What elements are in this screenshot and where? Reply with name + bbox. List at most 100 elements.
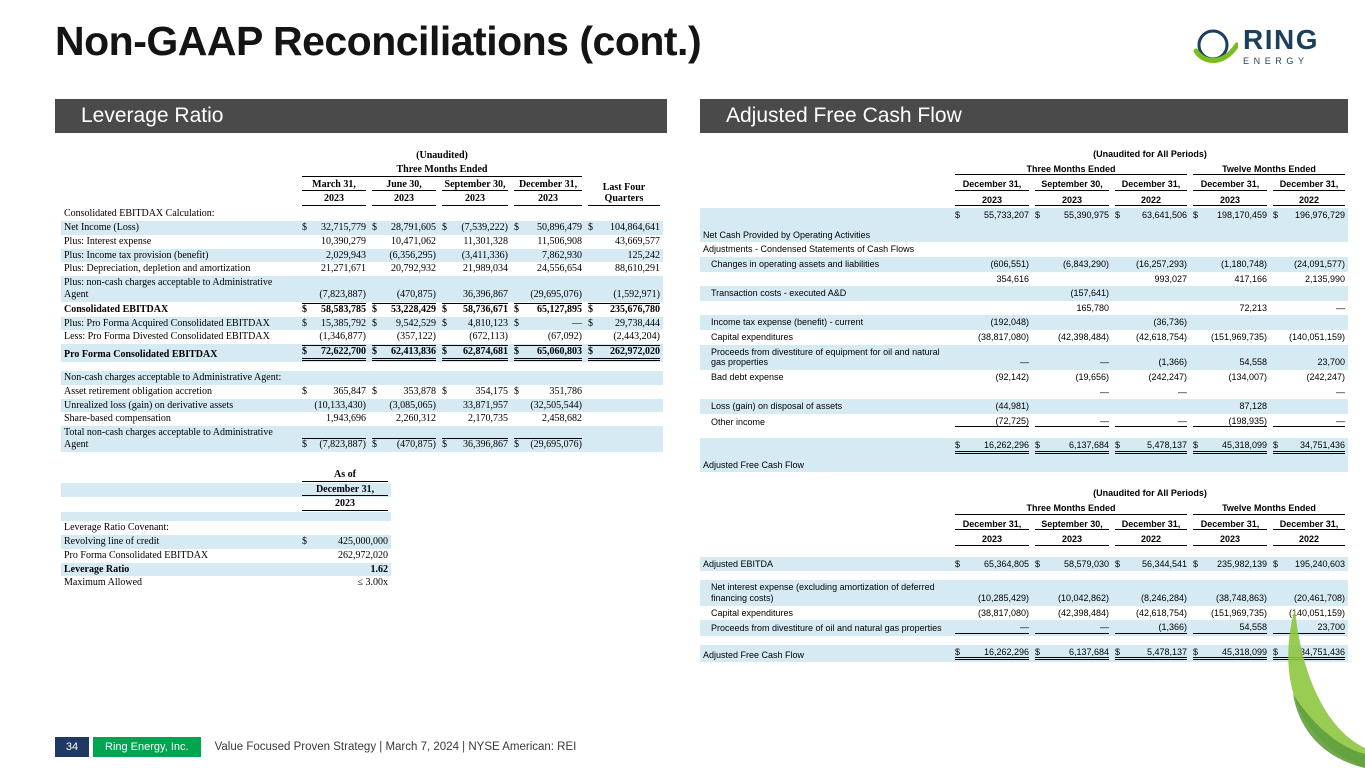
table-row: Total non-cash charges acceptable to Adm… xyxy=(61,426,663,452)
table-row: Proceeds from divestiture of equipment f… xyxy=(700,344,1349,370)
table-cell xyxy=(585,362,663,371)
column-header: Three Months Ended xyxy=(299,163,585,178)
table-cell: 417,166 xyxy=(1234,273,1267,284)
table-cell: (157,641) xyxy=(1032,286,1112,301)
table-cell: 2,170,735 xyxy=(468,413,508,425)
table-cell xyxy=(369,370,439,385)
table-row: 354,616 993,027 417,166 2,135,990 xyxy=(700,272,1348,287)
table-cell: (32,505,544) xyxy=(511,398,585,413)
row-label: Capital expenditures xyxy=(711,607,794,618)
table-row: Bad debt expense (92,142) (19,656) (242,247… xyxy=(700,370,1348,385)
ring-logo-mark-icon xyxy=(1193,29,1238,63)
column-header xyxy=(61,482,299,498)
table-row: Leverage Ratio 1.62 xyxy=(61,562,391,577)
table-cell: (140,051,159) xyxy=(1288,607,1346,618)
table-cell: $198,170,459 xyxy=(1190,208,1270,243)
column-header xyxy=(61,497,299,512)
column-header xyxy=(61,163,299,178)
row-label xyxy=(61,512,299,522)
table-cell: 23,700 xyxy=(1270,344,1349,370)
column-header: 2023 xyxy=(439,192,511,207)
table-cell: 354,616 xyxy=(996,273,1029,284)
table-cell xyxy=(299,512,391,522)
table-cell xyxy=(1190,571,1270,580)
table-cell: $104,864,641 xyxy=(585,220,663,235)
table-row xyxy=(700,571,1348,580)
table-row: 165,780 72,213 — xyxy=(700,301,1348,316)
table-cell: $53,228,429 xyxy=(372,302,436,315)
column-header: Twelve Months Ended xyxy=(1190,162,1348,178)
table-cell: (6,843,290) xyxy=(1032,257,1112,272)
table-cell: 43,669,577 xyxy=(615,235,660,247)
table-cell xyxy=(1270,399,1349,414)
table-cell: 21,989,034 xyxy=(463,263,508,275)
table-cell: (42,618,754) xyxy=(1135,607,1187,618)
table-cell: (19,656) xyxy=(1075,371,1109,382)
table-row: Adjusted Free Cash Flow $16,262,296 $6,137… xyxy=(700,438,1349,473)
column-header: December 31, xyxy=(1270,517,1348,533)
table-cell: (38,817,080) xyxy=(977,607,1029,618)
table-row xyxy=(61,362,663,371)
table-cell xyxy=(1270,429,1348,438)
table-cell: — xyxy=(1336,386,1346,397)
table-row xyxy=(700,429,1348,438)
table-cell: 125,242 xyxy=(585,248,663,263)
table-row: Capital expenditures (38,817,080) (42,398,… xyxy=(700,606,1348,621)
table-cell: (36,736) xyxy=(1112,315,1190,331)
adjusted-ebitda-table: (Unaudited for All Periods) Three Months … xyxy=(700,486,1349,663)
table-row xyxy=(61,512,391,522)
column-header xyxy=(700,501,952,517)
table-cell: $353,878 xyxy=(372,385,436,397)
row-label: Net Income (Loss) xyxy=(61,220,299,235)
table-cell: $45,318,099 xyxy=(1190,644,1270,663)
table-cell: $16,262,296 xyxy=(952,644,1032,663)
table-cell xyxy=(952,429,1032,438)
table-cell: (67,092) xyxy=(547,331,582,343)
table-cell xyxy=(439,370,511,385)
table-cell xyxy=(1032,548,1112,557)
table-row: Loss (gain) on disposal of assets (44,981… xyxy=(700,399,1349,414)
column-header: September 30, xyxy=(1032,177,1112,193)
table-row: Adjusted Free Cash Flow $16,262,296 $6,137… xyxy=(700,644,1349,663)
table-cell: 11,506,908 xyxy=(537,235,582,247)
row-label: Adjustments - Condensed Statements of Ca… xyxy=(703,244,915,255)
table-cell xyxy=(1032,272,1112,287)
table-row: Income tax expense (benefit) - current (1… xyxy=(700,315,1349,331)
table-cell: (1,366) xyxy=(1112,620,1190,636)
table-cell: 54,558 xyxy=(1190,344,1270,370)
table-cell xyxy=(1032,429,1112,438)
table-cell xyxy=(585,385,663,399)
table-row: Plus: Income tax provision (benefit) 2,02… xyxy=(61,248,663,263)
table-cell: 262,972,020 xyxy=(338,549,388,561)
table-cell xyxy=(585,412,663,426)
row-label: Bad debt expense xyxy=(711,371,784,382)
footer-tagline: Value Focused Proven Strategy | March 7,… xyxy=(214,741,577,753)
table-cell: (42,398,484) xyxy=(1057,332,1109,343)
table-cell xyxy=(952,571,1032,580)
table-cell xyxy=(1112,429,1190,438)
table-row: Non-cash charges acceptable to Administr… xyxy=(61,370,663,385)
table-row: Net interest expense (excluding amortiza… xyxy=(700,580,1349,606)
column-header: December 31, xyxy=(952,517,1032,533)
section-header-label: Leverage Ratio xyxy=(81,104,224,127)
table-row: Adjusted EBITDA $65,364,805 $58,579,030 $56… xyxy=(700,556,1349,572)
column-header: December 31, xyxy=(511,178,585,193)
table-cell: $351,786 xyxy=(514,385,582,397)
table-row: Consolidated EBITDAX $58,583,785 $53,228,4… xyxy=(61,302,663,317)
table-cell xyxy=(511,362,585,371)
column-header: As of xyxy=(299,468,391,483)
table-cell: $365,847 xyxy=(302,385,366,397)
table-cell: (1,180,748) xyxy=(1190,257,1270,272)
column-header: 2023 xyxy=(1032,193,1112,209)
column-header: (Unaudited for All Periods) xyxy=(1093,488,1207,499)
column-header: December 31, xyxy=(1112,517,1190,533)
table-cell xyxy=(585,370,663,385)
table-cell: (42,398,484) xyxy=(1057,607,1109,618)
table-cell: — xyxy=(1032,414,1112,430)
table-cell: 1,943,696 xyxy=(326,413,366,425)
table-cell: $196,976,729 xyxy=(1270,208,1349,243)
table-cell: 10,471,062 xyxy=(391,235,436,247)
row-label: Non-cash charges acceptable to Administr… xyxy=(61,370,299,385)
column-header xyxy=(700,193,952,209)
